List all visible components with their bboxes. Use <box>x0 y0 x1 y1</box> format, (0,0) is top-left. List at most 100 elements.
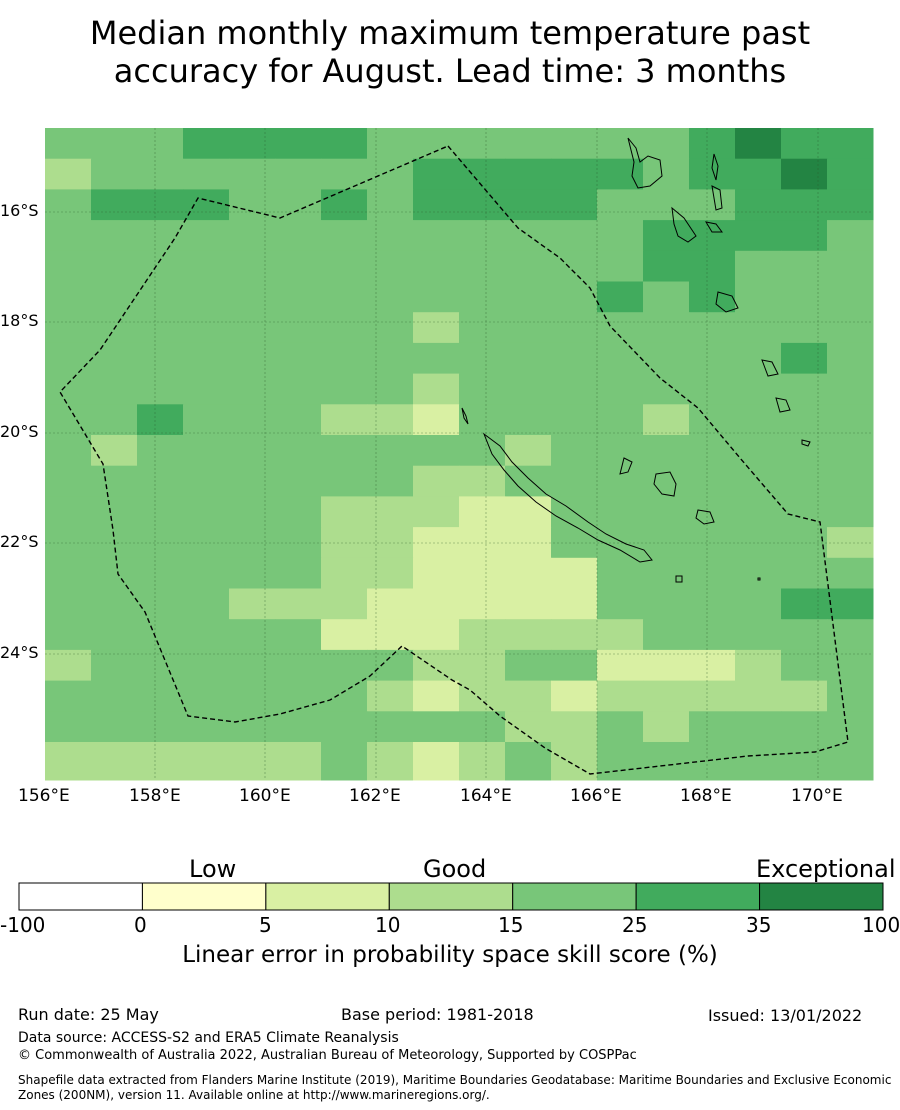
skill-cell <box>551 649 598 682</box>
skill-cell <box>551 680 598 712</box>
skill-cell <box>735 680 782 712</box>
skill-cell <box>459 496 506 528</box>
malekula-island <box>671 206 697 243</box>
skill-cell <box>45 128 92 160</box>
skill-cell <box>183 189 230 221</box>
efate-island <box>715 291 739 313</box>
skill-cell <box>321 312 368 344</box>
skill-cell <box>459 588 506 620</box>
skill-cell <box>91 342 138 375</box>
skill-cell <box>321 588 368 620</box>
skill-cell <box>827 588 874 620</box>
colorbar-segment <box>265 882 390 911</box>
skill-cell <box>229 128 276 160</box>
skill-cell <box>275 250 322 282</box>
issued-date: Issued: 13/01/2022 <box>708 1006 863 1025</box>
skill-cell <box>183 281 230 313</box>
skill-cell <box>827 189 874 221</box>
skill-cell <box>229 435 276 467</box>
skill-cell <box>597 680 644 712</box>
skill-cell <box>643 342 690 375</box>
skill-cell <box>229 649 276 682</box>
skill-cell <box>321 742 368 781</box>
skill-cell <box>45 220 92 252</box>
skill-cell <box>643 220 690 252</box>
skill-cell <box>321 220 368 252</box>
skill-cell <box>229 312 276 344</box>
skill-cell <box>643 619 690 651</box>
skill-cell <box>505 588 552 620</box>
skill-cell <box>45 711 92 743</box>
skill-cell <box>45 557 92 589</box>
skill-cell <box>413 250 460 282</box>
skill-cell <box>505 373 552 405</box>
skill-cell <box>689 680 736 712</box>
skill-cell <box>367 312 414 344</box>
skill-cell <box>45 619 92 651</box>
skill-cell <box>735 189 782 221</box>
skill-cell <box>137 680 184 712</box>
skill-cell <box>735 619 782 651</box>
epi-island <box>704 221 723 233</box>
skill-cell <box>597 373 644 405</box>
skill-cell <box>367 435 414 467</box>
lon-label-170: 170°E <box>791 786 843 806</box>
skill-cell <box>689 189 736 221</box>
skill-cell <box>505 742 552 781</box>
skill-cell <box>597 250 644 282</box>
skill-cell <box>781 128 828 160</box>
skill-cell <box>45 496 92 528</box>
skill-cell <box>597 742 644 781</box>
colorbar-tick: 100 <box>862 913 900 937</box>
skill-map <box>45 128 874 781</box>
colorbar-segment <box>759 882 884 911</box>
skill-cell <box>597 496 644 528</box>
lon-label-164: 164°E <box>460 786 512 806</box>
skill-cell <box>413 189 460 221</box>
skill-cell <box>827 281 874 313</box>
skill-cell <box>459 649 506 682</box>
skill-cell <box>689 465 736 497</box>
skill-cell <box>45 373 92 405</box>
skill-cell <box>827 465 874 497</box>
skill-cell <box>321 128 368 160</box>
skill-cell <box>321 435 368 467</box>
skill-cell <box>275 619 322 651</box>
skill-cell <box>827 158 874 190</box>
skill-cell <box>413 373 460 405</box>
shapefile-note: Shapefile data extracted from Flanders M… <box>18 1073 892 1102</box>
map-area <box>0 120 900 824</box>
skill-cell <box>413 312 460 344</box>
colorbar-tick: 5 <box>259 913 272 937</box>
skill-cell <box>91 404 138 436</box>
colorbar-segment <box>512 882 637 911</box>
skill-cell <box>597 128 644 160</box>
skill-cell <box>229 557 276 589</box>
colorbar-segments <box>18 882 884 911</box>
skill-cell <box>413 220 460 252</box>
skill-cell <box>643 281 690 313</box>
skill-cell <box>643 557 690 589</box>
pentecost-island <box>711 153 719 181</box>
skill-cell <box>321 373 368 405</box>
skill-cell <box>321 557 368 589</box>
skill-cell <box>551 465 598 497</box>
skill-cell <box>781 189 828 221</box>
skill-cell <box>459 281 506 313</box>
skill-cell <box>183 680 230 712</box>
skill-cell <box>597 404 644 436</box>
skill-cell <box>275 342 322 375</box>
skill-cell <box>321 250 368 282</box>
skill-cell <box>735 649 782 682</box>
skill-cell <box>459 312 506 344</box>
skill-cell <box>689 588 736 620</box>
skill-cell <box>183 128 230 160</box>
skill-cell <box>781 557 828 589</box>
skill-cell <box>827 742 874 781</box>
skill-cell <box>229 158 276 190</box>
skill-cell <box>45 312 92 344</box>
skill-cell <box>91 373 138 405</box>
skill-cell <box>505 128 552 160</box>
skill-cell <box>735 435 782 467</box>
colorbar-tick: 10 <box>375 913 401 937</box>
